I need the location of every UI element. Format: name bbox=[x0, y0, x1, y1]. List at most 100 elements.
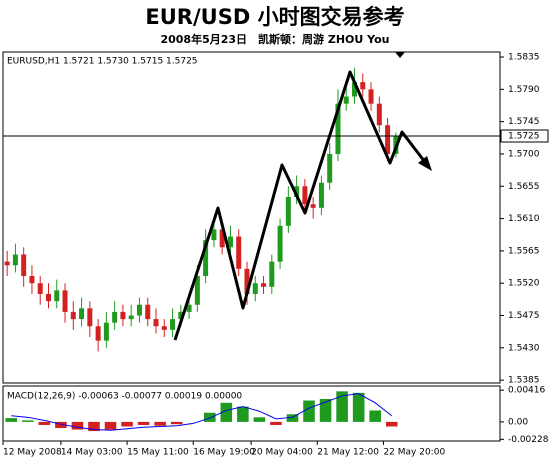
candle-body bbox=[294, 186, 300, 198]
symbol-header: EURUSD,H1 1.5721 1.5730 1.5715 1.5725 bbox=[7, 57, 198, 67]
macd-bar bbox=[154, 421, 166, 426]
candle-body bbox=[236, 236, 242, 269]
candle-body bbox=[45, 293, 51, 302]
y-tick-label: 1.5655 bbox=[508, 182, 540, 192]
candle-body bbox=[343, 96, 349, 104]
candle-body bbox=[136, 304, 142, 316]
candle-body bbox=[252, 283, 258, 294]
macd-header: MACD(12,26,9) -0.00063 -0.00077 0.00019 … bbox=[7, 392, 242, 402]
y-tick-label: 1.5610 bbox=[508, 214, 540, 224]
candle-body bbox=[269, 261, 275, 287]
macd-bar bbox=[352, 392, 365, 422]
candle-body bbox=[37, 283, 43, 294]
y-tick-label: 1.5745 bbox=[508, 117, 540, 127]
candle-body bbox=[12, 254, 18, 266]
y-tick-label: 1.5520 bbox=[508, 279, 540, 289]
macd-bar bbox=[286, 414, 299, 422]
candle-body bbox=[62, 290, 68, 312]
chart-subtitle: 2008年5月23日 凯斯顿：周游 ZHOU You bbox=[160, 32, 389, 46]
macd-bar bbox=[203, 412, 216, 422]
macd-bar bbox=[104, 421, 117, 430]
candle-body bbox=[261, 283, 267, 287]
candle-body bbox=[145, 304, 151, 320]
candle-body bbox=[211, 229, 217, 241]
candle-body bbox=[244, 268, 250, 294]
macd-bar bbox=[38, 421, 51, 425]
candle-body bbox=[170, 319, 176, 330]
candle-body bbox=[161, 326, 167, 330]
period-marker bbox=[395, 52, 405, 58]
candle-body bbox=[219, 229, 225, 248]
current-price-label: 1.5725 bbox=[508, 132, 540, 142]
candle-body bbox=[29, 276, 35, 284]
candle-body bbox=[95, 326, 101, 341]
x-tick-label: 14 May 03:00 bbox=[61, 448, 123, 458]
macd-bar bbox=[71, 421, 84, 430]
price-panel bbox=[2, 51, 501, 384]
macd-bar bbox=[220, 402, 233, 422]
candle-body bbox=[318, 182, 324, 208]
candle-body bbox=[368, 89, 374, 104]
macd-y-tick-label: 0.00416 bbox=[508, 386, 545, 396]
candle-body bbox=[360, 82, 366, 90]
candle-body bbox=[302, 186, 308, 205]
macd-signal bbox=[11, 393, 393, 431]
candle-body bbox=[178, 311, 184, 320]
y-tick-label: 1.5475 bbox=[508, 311, 540, 321]
macd-y-tick-label: 0.00 bbox=[508, 417, 528, 427]
zigzag-line bbox=[173, 70, 430, 341]
candle-body bbox=[285, 197, 291, 226]
x-tick-label: 12 May 2008 bbox=[3, 448, 62, 458]
x-tick-label: 22 May 20:00 bbox=[383, 448, 445, 458]
candle-body bbox=[153, 319, 159, 327]
arrow-head bbox=[418, 156, 432, 171]
macd-bar bbox=[170, 421, 183, 425]
candle-body bbox=[385, 125, 391, 154]
candle-body bbox=[310, 204, 316, 208]
y-tick-label: 1.5385 bbox=[508, 376, 540, 386]
candle-body bbox=[227, 236, 233, 248]
candle-body bbox=[87, 308, 93, 327]
macd-bar bbox=[336, 391, 348, 422]
macd-bar bbox=[385, 421, 398, 427]
candle-body bbox=[277, 225, 283, 262]
y-tick-label: 1.5430 bbox=[508, 343, 540, 353]
candle-body bbox=[103, 322, 109, 341]
candle-body bbox=[186, 304, 192, 312]
macd-bar bbox=[319, 398, 332, 422]
macd-bar bbox=[137, 421, 150, 425]
chart-title: EUR/USD 小时图交易参考 bbox=[145, 5, 404, 29]
macd-y-tick-label: -0.00228 bbox=[508, 435, 549, 445]
candle-body bbox=[79, 308, 85, 320]
y-tick-label: 1.5700 bbox=[508, 149, 540, 159]
macd-bar bbox=[270, 421, 282, 425]
y-tick-label: 1.5790 bbox=[508, 85, 540, 95]
candle-body bbox=[21, 254, 27, 277]
candle-body bbox=[335, 103, 341, 154]
macd-bar bbox=[88, 421, 100, 432]
candle-body bbox=[128, 315, 134, 320]
x-tick-label: 21 May 12:00 bbox=[317, 448, 379, 458]
macd-bar bbox=[369, 410, 381, 422]
current-price-box bbox=[500, 129, 549, 143]
x-tick-label: 15 May 11:00 bbox=[127, 448, 189, 458]
macd-bar bbox=[22, 420, 34, 422]
candle-body bbox=[352, 82, 358, 97]
macd-bar bbox=[55, 421, 67, 429]
candle-body bbox=[203, 240, 209, 277]
candle-body bbox=[194, 276, 200, 305]
macd-bar bbox=[253, 417, 266, 422]
zigzag-annotation bbox=[173, 52, 432, 341]
candle-body bbox=[4, 261, 10, 266]
candle-body bbox=[112, 311, 118, 323]
macd-bar bbox=[237, 406, 249, 422]
x-tick-label: 20 May 04:00 bbox=[251, 448, 313, 458]
marks bbox=[4, 67, 399, 432]
macd-bar bbox=[303, 400, 315, 422]
x-tick-label: 16 May 19:00 bbox=[193, 448, 255, 458]
candle-body bbox=[70, 311, 76, 320]
y-tick-label: 1.5565 bbox=[508, 246, 540, 256]
candle-body bbox=[327, 153, 333, 183]
